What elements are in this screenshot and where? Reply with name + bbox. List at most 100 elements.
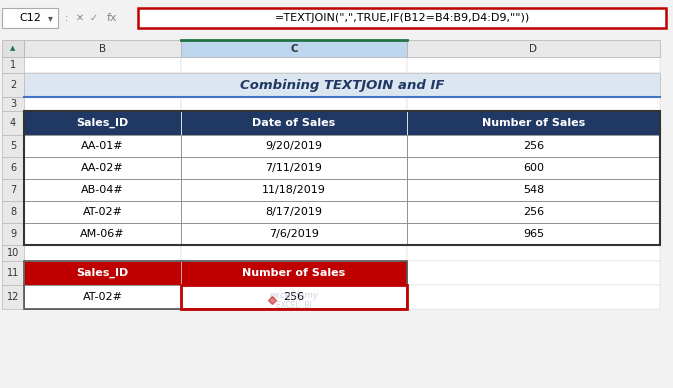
Text: 8/17/2019: 8/17/2019 — [266, 207, 322, 217]
Bar — [407, 179, 660, 201]
Bar — [2, 201, 24, 223]
Text: ✓: ✓ — [90, 13, 98, 23]
Text: 7/6/2019: 7/6/2019 — [269, 229, 319, 239]
Bar — [24, 73, 181, 97]
Text: =TEXTJOIN(",",TRUE,IF(B12=B4:B9,D4:D9,"")): =TEXTJOIN(",",TRUE,IF(B12=B4:B9,D4:D9,""… — [275, 13, 530, 23]
Text: 3: 3 — [10, 99, 16, 109]
Bar — [407, 157, 660, 179]
Bar — [181, 135, 407, 157]
Bar — [2, 57, 24, 73]
Text: 256: 256 — [523, 141, 544, 151]
Bar — [407, 57, 660, 73]
Text: 600: 600 — [523, 163, 544, 173]
Bar — [181, 201, 407, 223]
Text: EXCEL  BI: EXCEL BI — [276, 300, 312, 310]
Bar — [24, 73, 660, 97]
Text: AT-02#: AT-02# — [83, 207, 122, 217]
Bar — [181, 223, 407, 245]
Text: Sales_ID: Sales_ID — [76, 118, 129, 128]
Text: 12: 12 — [7, 292, 20, 302]
Bar — [24, 245, 181, 261]
Bar — [2, 40, 24, 57]
Bar — [24, 285, 181, 309]
Text: Date of Sales: Date of Sales — [252, 118, 336, 128]
Text: D: D — [530, 43, 538, 54]
Bar — [24, 261, 407, 309]
Bar — [24, 157, 181, 179]
Bar — [24, 97, 181, 111]
Bar — [407, 201, 660, 223]
Bar — [2, 245, 24, 261]
Text: ▲: ▲ — [10, 45, 15, 52]
Bar — [407, 97, 660, 111]
Bar — [2, 157, 24, 179]
Bar — [407, 223, 660, 245]
Text: AB-04#: AB-04# — [81, 185, 124, 195]
Bar — [407, 157, 660, 179]
Bar — [181, 135, 407, 157]
Bar — [407, 73, 660, 97]
Bar — [407, 135, 660, 157]
Bar — [181, 285, 407, 309]
Text: AA-01#: AA-01# — [81, 141, 124, 151]
Text: 256: 256 — [523, 207, 544, 217]
Bar — [2, 111, 24, 135]
Text: 10: 10 — [7, 248, 19, 258]
Bar — [181, 179, 407, 201]
Bar — [181, 285, 407, 309]
Bar — [181, 157, 407, 179]
Text: AA-02#: AA-02# — [81, 163, 124, 173]
Text: Number of Sales: Number of Sales — [482, 118, 585, 128]
Bar — [2, 135, 24, 157]
Bar — [407, 261, 660, 285]
Bar — [138, 8, 666, 28]
Bar — [181, 97, 407, 111]
Bar — [24, 135, 181, 157]
Bar — [2, 223, 24, 245]
Bar — [181, 111, 407, 135]
Bar — [181, 285, 407, 309]
Bar — [2, 73, 24, 97]
Text: C12: C12 — [19, 13, 41, 23]
Bar — [181, 245, 407, 261]
Bar — [181, 40, 407, 57]
Text: 11: 11 — [7, 268, 19, 278]
Bar — [181, 157, 407, 179]
Text: C: C — [290, 43, 298, 54]
Text: ▾: ▾ — [48, 13, 52, 23]
Bar — [407, 111, 660, 135]
Text: 256: 256 — [283, 292, 305, 302]
Bar — [2, 261, 24, 285]
Bar — [24, 40, 181, 57]
Bar — [181, 57, 407, 73]
Bar — [407, 40, 660, 57]
Bar — [24, 111, 660, 245]
Bar — [407, 223, 660, 245]
Text: 7: 7 — [10, 185, 16, 195]
Bar — [181, 261, 407, 285]
Text: Number of Sales: Number of Sales — [242, 268, 346, 278]
Text: 9/20/2019: 9/20/2019 — [266, 141, 322, 151]
Bar — [181, 111, 407, 135]
Bar — [24, 285, 181, 309]
Text: Sales_ID: Sales_ID — [76, 268, 129, 278]
Bar — [2, 179, 24, 201]
Bar — [24, 223, 181, 245]
Text: 2: 2 — [10, 80, 16, 90]
Bar — [58, 8, 138, 28]
Bar — [407, 135, 660, 157]
Text: AM-06#: AM-06# — [80, 229, 125, 239]
Bar — [407, 179, 660, 201]
Bar — [181, 179, 407, 201]
Text: 548: 548 — [523, 185, 544, 195]
Bar — [24, 111, 181, 135]
Bar — [24, 157, 181, 179]
Bar — [24, 201, 181, 223]
Bar — [24, 135, 181, 157]
Text: 4: 4 — [10, 118, 16, 128]
Text: 5: 5 — [10, 141, 16, 151]
Text: 1: 1 — [10, 60, 16, 70]
Bar — [2, 285, 24, 309]
Text: :: : — [65, 13, 67, 23]
Bar — [24, 223, 181, 245]
